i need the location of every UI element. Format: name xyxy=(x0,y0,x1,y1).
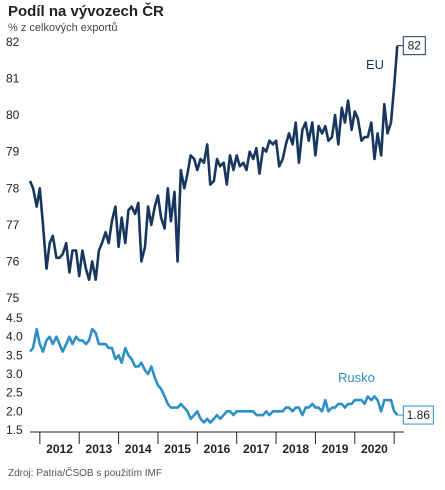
end-label-box xyxy=(402,405,434,425)
end-label-box xyxy=(402,36,426,56)
series-line xyxy=(28,45,399,281)
series-line xyxy=(29,327,399,424)
y-tick-label: 3.0 xyxy=(6,367,23,381)
x-tick-label: 2020 xyxy=(361,442,388,456)
y-tick-label: 80 xyxy=(6,108,20,122)
y-tick-label: 82 xyxy=(6,35,20,49)
y-tick-label: 78 xyxy=(6,181,20,195)
y-tick-label: 4.5 xyxy=(6,311,23,325)
y-tick-label: 81 xyxy=(6,72,20,86)
y-tick-label: 4.0 xyxy=(6,330,23,344)
chart-title: Podíl na vývozech ČR xyxy=(8,3,164,20)
y-tick-label: 3.5 xyxy=(6,348,23,362)
x-tick-label: 2016 xyxy=(204,442,231,456)
x-tick-label: 2015 xyxy=(164,442,191,456)
y-tick-label: 77 xyxy=(6,218,20,232)
x-tick-label: 2019 xyxy=(322,442,349,456)
y-tick-label: 79 xyxy=(6,145,20,159)
y-tick-label: 76 xyxy=(6,254,20,268)
x-tick-label: 2013 xyxy=(86,442,113,456)
x-tick-label: 2014 xyxy=(125,442,152,456)
y-tick-label: 2.5 xyxy=(6,386,23,400)
end-label: 1.86 xyxy=(407,408,431,422)
x-tick-label: 2017 xyxy=(243,442,270,456)
series-label: EU xyxy=(366,57,384,72)
y-tick-label: 1.5 xyxy=(6,423,23,437)
chart-subtitle: % z celkových exportů xyxy=(8,22,118,34)
series-label: Rusko xyxy=(338,370,375,385)
y-tick-label: 75 xyxy=(6,291,20,305)
x-tick-label: 2012 xyxy=(46,442,73,456)
x-tick-label: 2018 xyxy=(282,442,309,456)
source-note: Zdroj: Patria/ČSOB s použitím IMF xyxy=(8,468,162,479)
y-tick-label: 2.0 xyxy=(6,404,23,418)
end-label: 82 xyxy=(408,39,422,53)
